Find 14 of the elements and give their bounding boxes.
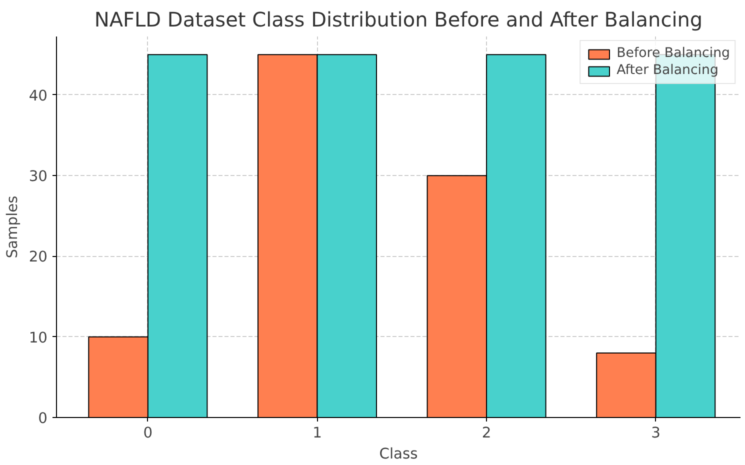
x-tick-label: 1 (312, 424, 322, 442)
x-axis-title: Class (379, 446, 418, 462)
y-tick-label: 20 (28, 248, 48, 266)
x-tick-label: 2 (482, 424, 492, 442)
y-tick-label: 0 (38, 410, 48, 427)
legend-label: Before Balancing (616, 46, 730, 61)
y-tick-label: 30 (28, 168, 48, 186)
chart-title: NAFLD Dataset Class Distribution Before and After Balancing (94, 8, 703, 32)
x-tick-label: 0 (143, 424, 153, 442)
x-tick-label: 3 (651, 424, 661, 442)
legend-label: After Balancing (616, 63, 718, 78)
y-tick-label: 40 (28, 87, 48, 104)
y-axis-title: Samples (4, 196, 21, 258)
y-tick-label: 10 (28, 329, 48, 346)
